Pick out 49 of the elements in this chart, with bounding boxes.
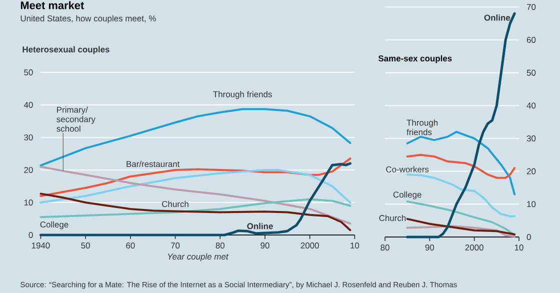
x-tick-label: 70 xyxy=(170,242,180,249)
series-label: Church xyxy=(379,214,406,222)
x-tick-label: 2000 xyxy=(300,242,319,249)
y-tick-label: 0 xyxy=(28,232,33,238)
text: Primary/ secondary school xyxy=(56,106,96,132)
x-tick-label: 2000 xyxy=(465,244,484,251)
y-tick-label: 10 xyxy=(527,201,536,208)
text: Same-sex couples xyxy=(378,55,452,64)
y-tick-label: 70 xyxy=(526,4,536,10)
series-label: Online xyxy=(484,14,510,21)
x-axis-title: Year couple met xyxy=(168,253,229,262)
x-tick-label: 1940 xyxy=(32,242,50,249)
y-tick-label: 40 xyxy=(24,102,33,108)
line-series xyxy=(406,200,516,236)
x-tick-label: 80 xyxy=(380,244,390,251)
x-tick-label: 10 xyxy=(350,242,360,249)
y-tick-label: 60 xyxy=(526,36,536,43)
x-tick-label: 90 xyxy=(425,244,434,251)
line-series xyxy=(40,192,352,232)
x-tick-label: 60 xyxy=(126,242,135,249)
series-label: Bar/restaurant xyxy=(126,160,180,168)
series-label: Through friends xyxy=(406,119,438,136)
series-label: College xyxy=(393,191,422,200)
y-tick-label: 20 xyxy=(526,168,536,174)
y-tick-label: 50 xyxy=(526,70,536,76)
line-series xyxy=(406,225,516,238)
x-tick-label: 50 xyxy=(81,242,90,249)
y-tick-label: 20 xyxy=(24,166,33,173)
y-tick-label: 10 xyxy=(24,199,33,206)
series-label: Online xyxy=(247,222,273,230)
chart-title: Meet market xyxy=(20,1,84,10)
y-tick-label: 30 xyxy=(526,135,536,142)
y-tick-label: 50 xyxy=(24,69,33,76)
x-tick-label: 90 xyxy=(260,242,270,249)
chart-subtitle: United States, how couples meet, % xyxy=(20,15,156,24)
line-series xyxy=(39,162,352,236)
line-series xyxy=(40,108,352,166)
series-label: Church xyxy=(162,200,188,208)
y-tick-label: 40 xyxy=(526,102,536,109)
line-series xyxy=(40,158,352,197)
x-tick-label: 10 xyxy=(514,244,524,251)
y-tick-label: 30 xyxy=(24,134,33,140)
x-tick-label: 80 xyxy=(216,242,224,249)
text: Heterosexual couples xyxy=(22,46,110,54)
series-label: Through friends xyxy=(213,91,272,99)
y-tick-label: 0 xyxy=(526,234,531,240)
series-label: Co-workers xyxy=(386,166,429,172)
series-label: College xyxy=(40,221,68,230)
line-series xyxy=(40,198,352,218)
